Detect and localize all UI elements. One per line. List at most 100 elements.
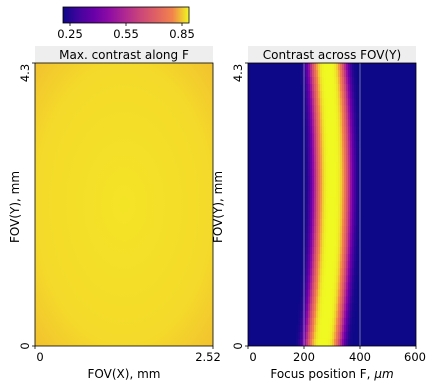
heatmap-cell (302, 324, 305, 333)
heatmap-cell (348, 225, 351, 234)
heatmap-cell (330, 317, 333, 326)
heatmap-cell (332, 169, 335, 177)
heatmap-cell (316, 147, 319, 156)
heatmap-cell (348, 190, 351, 199)
heatmap-cell (336, 84, 339, 92)
heatmap-cell (322, 84, 325, 92)
heatmap-cell (320, 119, 323, 128)
heatmap-cell (304, 197, 307, 206)
heatmap-cell (354, 303, 357, 312)
heatmap-cell (310, 317, 313, 326)
heatmap-cell (344, 176, 347, 184)
heatmap-cell (332, 254, 335, 262)
heatmap-cell (348, 324, 351, 333)
heatmap-cell (316, 268, 319, 276)
heatmap-cell (330, 70, 333, 78)
heatmap-cell (308, 133, 311, 142)
heatmap-cell (298, 303, 301, 312)
heatmap-cell (354, 63, 357, 71)
heatmap-cell (340, 239, 343, 248)
heatmap-cell (322, 169, 325, 177)
heatmap-cell (318, 232, 321, 241)
heatmap-cell (324, 126, 327, 135)
heatmap-cell (358, 211, 361, 220)
heatmap-cell (328, 324, 331, 333)
heatmap-cell (334, 154, 337, 163)
heatmap-cell (346, 317, 349, 326)
heatmap-cell (314, 119, 317, 128)
heatmap-cell (330, 183, 333, 191)
heatmap-cell (344, 261, 347, 269)
heatmap-cell (314, 218, 317, 227)
heatmap-cell (346, 331, 349, 340)
heatmap-cell (340, 296, 343, 305)
heatmap-cell (328, 275, 331, 283)
heatmap-cell (316, 246, 319, 255)
heatmap-cell (330, 169, 333, 177)
heatmap-cell (326, 331, 329, 340)
heatmap-cell (310, 331, 313, 340)
heatmap-cell (342, 105, 345, 114)
heatmap-cell (310, 91, 313, 99)
heatmap-cell (328, 317, 331, 326)
heatmap-cell (332, 324, 335, 333)
heatmap-cell (302, 338, 305, 346)
heatmap-cell (326, 98, 329, 107)
heatmap-cell (318, 84, 321, 92)
heatmap-cell (334, 162, 337, 170)
heatmap-cell (320, 147, 323, 156)
heatmap-cell (332, 98, 335, 107)
heatmap-cell (346, 303, 349, 312)
heatmap-cell (332, 190, 335, 199)
heatmap-cell (300, 63, 303, 71)
heatmap-cell (314, 331, 317, 340)
heatmap-cell (310, 211, 313, 220)
heatmap-cell (312, 296, 315, 305)
heatmap-cell (334, 140, 337, 149)
heatmap-cell (326, 140, 329, 149)
heatmap-cell (310, 204, 313, 213)
heatmap-cell (310, 225, 313, 234)
heatmap-cell (340, 169, 343, 177)
heatmap-cell (308, 70, 311, 78)
heatmap-cell (358, 218, 361, 227)
heatmap-cell (356, 261, 359, 269)
heatmap-cell (314, 232, 317, 241)
heatmap-cell (324, 296, 327, 305)
heatmap-cell (346, 147, 349, 156)
heatmap-cell (336, 268, 339, 276)
heatmap-cell (316, 282, 319, 290)
heatmap-cell (340, 162, 343, 170)
heatmap-cell (340, 317, 343, 326)
heatmap-cell (326, 183, 329, 191)
heatmap-cell (330, 310, 333, 319)
right-chart-title: Contrast across FOV(Y) (263, 48, 401, 62)
heatmap-cell (350, 63, 353, 71)
heatmap-cell (328, 169, 331, 177)
heatmap-cell (340, 254, 343, 262)
heatmap-cell (324, 204, 327, 213)
heatmap-cell (310, 246, 313, 255)
heatmap-cell (318, 261, 321, 269)
heatmap-cell (322, 204, 325, 213)
heatmap-cell (310, 154, 313, 163)
heatmap-cell (334, 331, 337, 340)
heatmap-cell (322, 317, 325, 326)
heatmap-cell (324, 169, 327, 177)
heatmap-cell (348, 317, 351, 326)
heatmap-cell (356, 105, 359, 114)
heatmap-cell (348, 126, 351, 135)
heatmap-cell (302, 239, 305, 248)
heatmap-cell (310, 119, 313, 128)
heatmap-cell (346, 105, 349, 114)
heatmap-cell (338, 147, 341, 156)
heatmap-cell (346, 197, 349, 206)
heatmap-cell (342, 275, 345, 283)
heatmap-cell (352, 190, 355, 199)
right-x-axis-label: Focus position F, μm (270, 367, 393, 381)
heatmap-cell (350, 70, 353, 78)
heatmap-cell (354, 105, 357, 114)
heatmap-cell (310, 303, 313, 312)
heatmap-cell (326, 169, 329, 177)
heatmap-cell (354, 268, 357, 276)
